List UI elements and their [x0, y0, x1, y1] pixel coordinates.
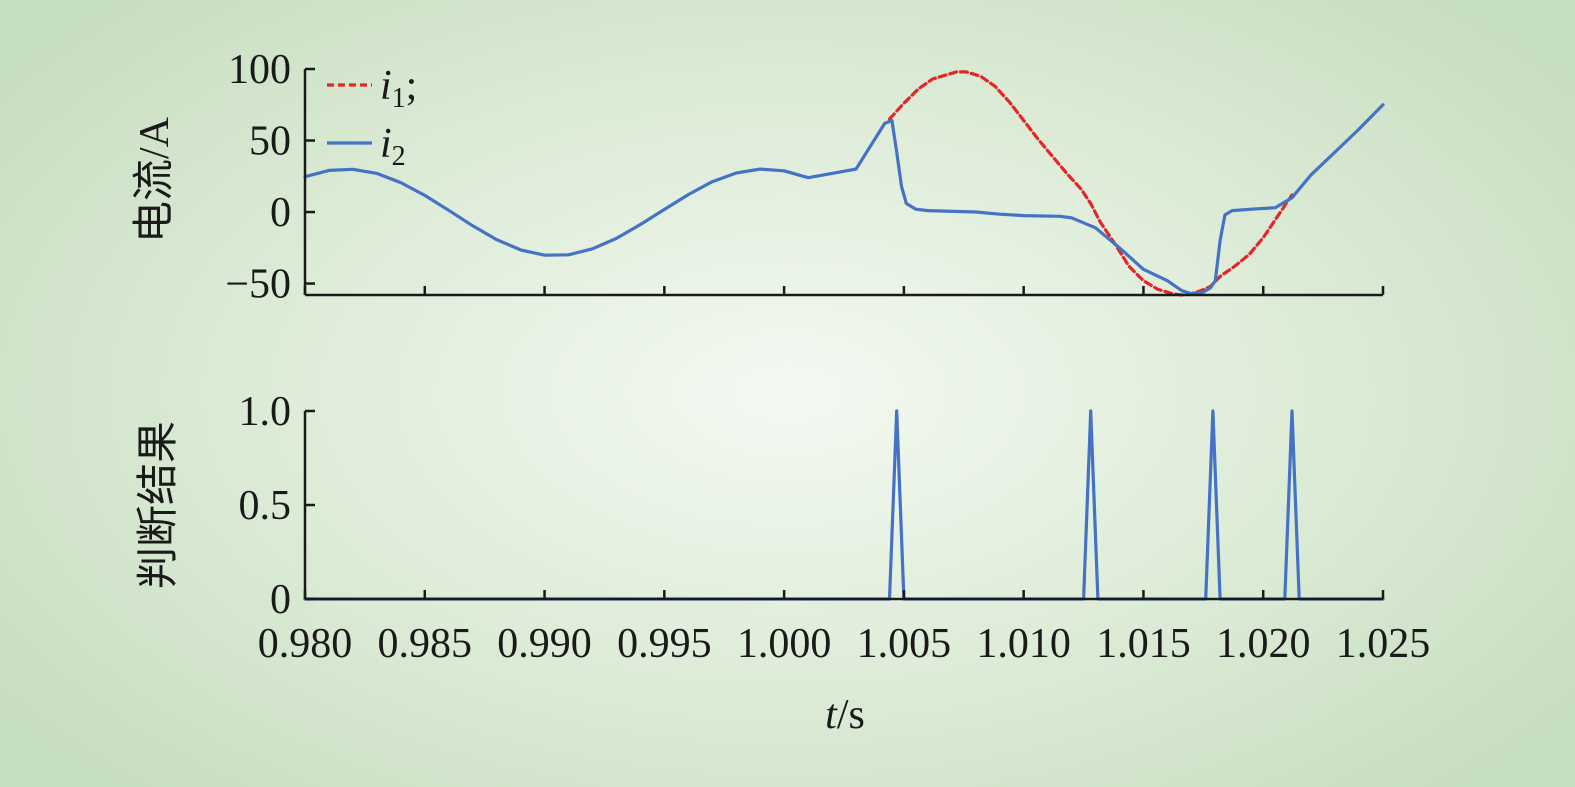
current-y-tick-label: 50 [249, 119, 291, 165]
legend-subscript: 2 [392, 141, 406, 172]
legend-variable: i [380, 121, 392, 167]
x-tick-label: 0.990 [497, 621, 592, 667]
judgement-series-line [303, 409, 1385, 601]
current-y-axis-label: 电流/A [132, 116, 178, 243]
judgement-series-group [303, 409, 1385, 601]
judgement-y-axis-label: 判断结果 [136, 421, 182, 589]
judgement-axes: 0.980 0.985 0.990 0.995 1.000 1.005 1.010 1.015… [239, 389, 1431, 667]
judgement-chart: 0.980 0.985 0.990 0.995 1.000 1.005 1.010 1.015… [136, 389, 1430, 738]
current-y-tick-label: 0 [270, 190, 291, 236]
judgement-y-tick-label: 0 [270, 577, 291, 623]
x-tick-label: 1.000 [737, 621, 832, 667]
x-tick-label: 1.010 [976, 621, 1071, 667]
legend-suffix: ; [406, 63, 418, 109]
legend-label-i1: i1; [380, 63, 417, 114]
x-tick-label: 0.980 [258, 621, 353, 667]
x-tick-label: 1.020 [1216, 621, 1311, 667]
current-axes: 100 50 0 −50 [225, 47, 1385, 308]
current-y-tick-label: 100 [228, 47, 291, 93]
legend-subscript: 1 [392, 83, 406, 114]
x-tick-label: 1.025 [1336, 621, 1431, 667]
current-series-group [303, 70, 1385, 297]
judgement-y-tick-label: 1.0 [239, 389, 292, 435]
x-tick-label: 1.015 [1096, 621, 1191, 667]
x-tick-label: 1.005 [857, 621, 952, 667]
judgement-y-tick-label: 0.5 [239, 483, 292, 529]
legend: i1;i2 [327, 63, 417, 172]
current-y-tick-label: −50 [225, 262, 291, 308]
series-i2-line [303, 103, 1385, 296]
x-tick-label: 0.985 [378, 621, 473, 667]
series-i1-line [887, 70, 1294, 297]
legend-variable: i [380, 63, 392, 109]
x-tick-label: 0.995 [617, 621, 712, 667]
legend-label-i2: i2 [380, 121, 406, 172]
x-axis-label-variable: t [825, 692, 838, 738]
x-axis-label-unit: /s [837, 692, 865, 738]
x-axis-label: t/s [825, 692, 865, 738]
